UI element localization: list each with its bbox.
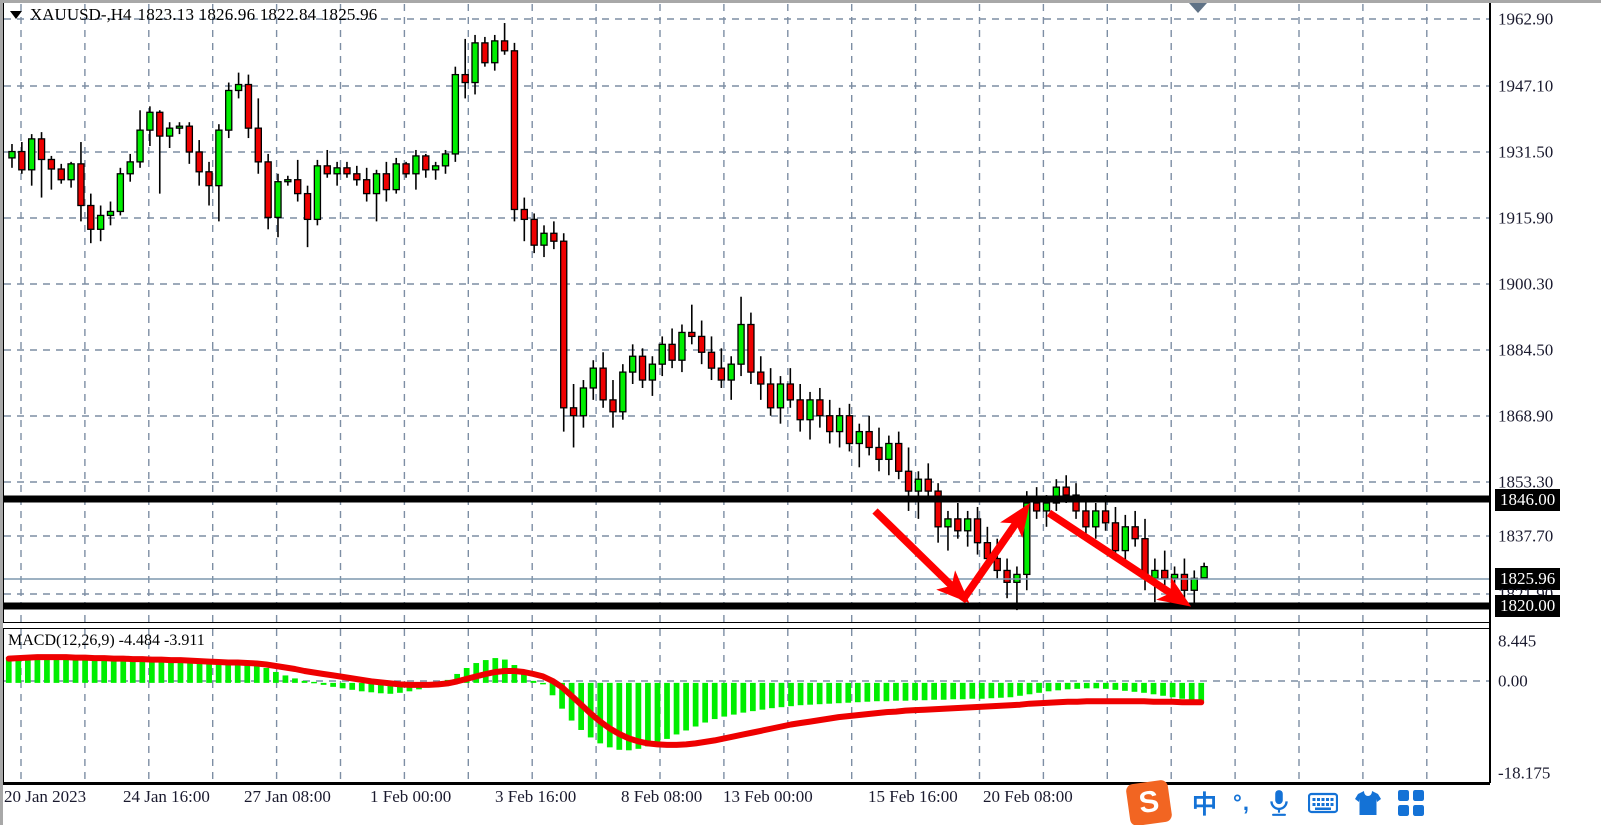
scroll-position-marker-icon[interactable] (1189, 3, 1207, 13)
macd-series (5, 654, 1205, 751)
price-axis-tick: 1846.00 (1495, 489, 1561, 511)
punctuation-icon[interactable]: °, (1233, 790, 1250, 816)
time-axis-tick: 15 Feb 16:00 (868, 787, 958, 806)
sogou-logo-glyph: S (1136, 784, 1162, 821)
macd-axis-tick: 0.00 (1498, 671, 1528, 691)
price-axis-tick: 1931.50 (1498, 142, 1554, 162)
price-axis-tick: 1915.90 (1498, 208, 1554, 228)
price-chart-pane[interactable] (4, 4, 1489, 622)
trend-arrow-annotations[interactable] (4, 4, 1489, 622)
time-axis-tick: 1 Feb 00:00 (370, 787, 452, 806)
macd-grid (4, 629, 1489, 782)
chinese-mode-icon[interactable]: 中 (1192, 785, 1217, 821)
price-axis-tick: 1868.90 (1498, 406, 1554, 426)
price-axis-tick: 1900.30 (1498, 274, 1554, 294)
time-axis-tick: 20 Feb 08:00 (983, 787, 1073, 806)
sogou-ime-toolbar[interactable]: S 中 °, (1125, 779, 1424, 825)
time-axis-tick: 20 Jan 2023 (4, 787, 87, 806)
time-axis-tick: 3 Feb 16:00 (495, 787, 577, 806)
macd-indicator-pane[interactable] (4, 629, 1489, 782)
price-axis-tick: 1962.90 (1498, 9, 1554, 29)
symbol-label: XAUUSD-,H4 (30, 5, 132, 24)
axis-separator (1489, 3, 1491, 783)
price-axis-tick: 1947.10 (1498, 76, 1554, 96)
triangle-down-icon[interactable] (10, 11, 22, 19)
punctuation-glyph: °, (1233, 790, 1250, 815)
time-axis[interactable]: 20 Jan 2023 24 Jan 16:00 27 Jan 08:00 1 Feb… (0, 785, 1490, 825)
sogou-logo-icon[interactable]: S (1125, 779, 1173, 825)
chart-header: XAUUSD-,H4 1823.13 1826.96 1822.84 1825.… (10, 5, 377, 25)
microphone-icon[interactable] (1266, 789, 1292, 817)
macd-axis-tick: -18.175 (1498, 763, 1551, 783)
price-axis-tick: 1837.70 (1498, 526, 1554, 546)
app-grid-icon[interactable] (1397, 790, 1424, 816)
skin-shirt-icon[interactable] (1354, 790, 1382, 817)
ohlc-values: 1823.13 1826.96 1822.84 1825.96 (137, 5, 378, 24)
time-axis-tick: 24 Jan 16:00 (123, 787, 210, 806)
candlestick-series (4, 23, 1489, 611)
macd-indicator-label: MACD(12,26,9) -4.484 -3.911 (8, 632, 205, 649)
time-axis-tick: 27 Jan 08:00 (244, 787, 331, 806)
price-axis-tick: 1884.50 (1498, 340, 1554, 360)
time-axis-tick: 13 Feb 00:00 (723, 787, 813, 806)
time-axis-tick: 8 Feb 08:00 (621, 787, 703, 806)
keyboard-icon[interactable] (1307, 791, 1338, 815)
chinese-mode-glyph: 中 (1192, 790, 1218, 819)
price-axis-tick: 1820.00 (1495, 595, 1561, 617)
price-axis-tick: 1825.96 (1495, 568, 1561, 590)
price-axis[interactable]: 1962.90 1947.10 1931.50 1915.90 1900.30 1884.… (1492, 0, 1601, 783)
price-axis-tick: 1853.30 (1498, 472, 1554, 492)
macd-axis-tick: 8.445 (1498, 631, 1537, 651)
